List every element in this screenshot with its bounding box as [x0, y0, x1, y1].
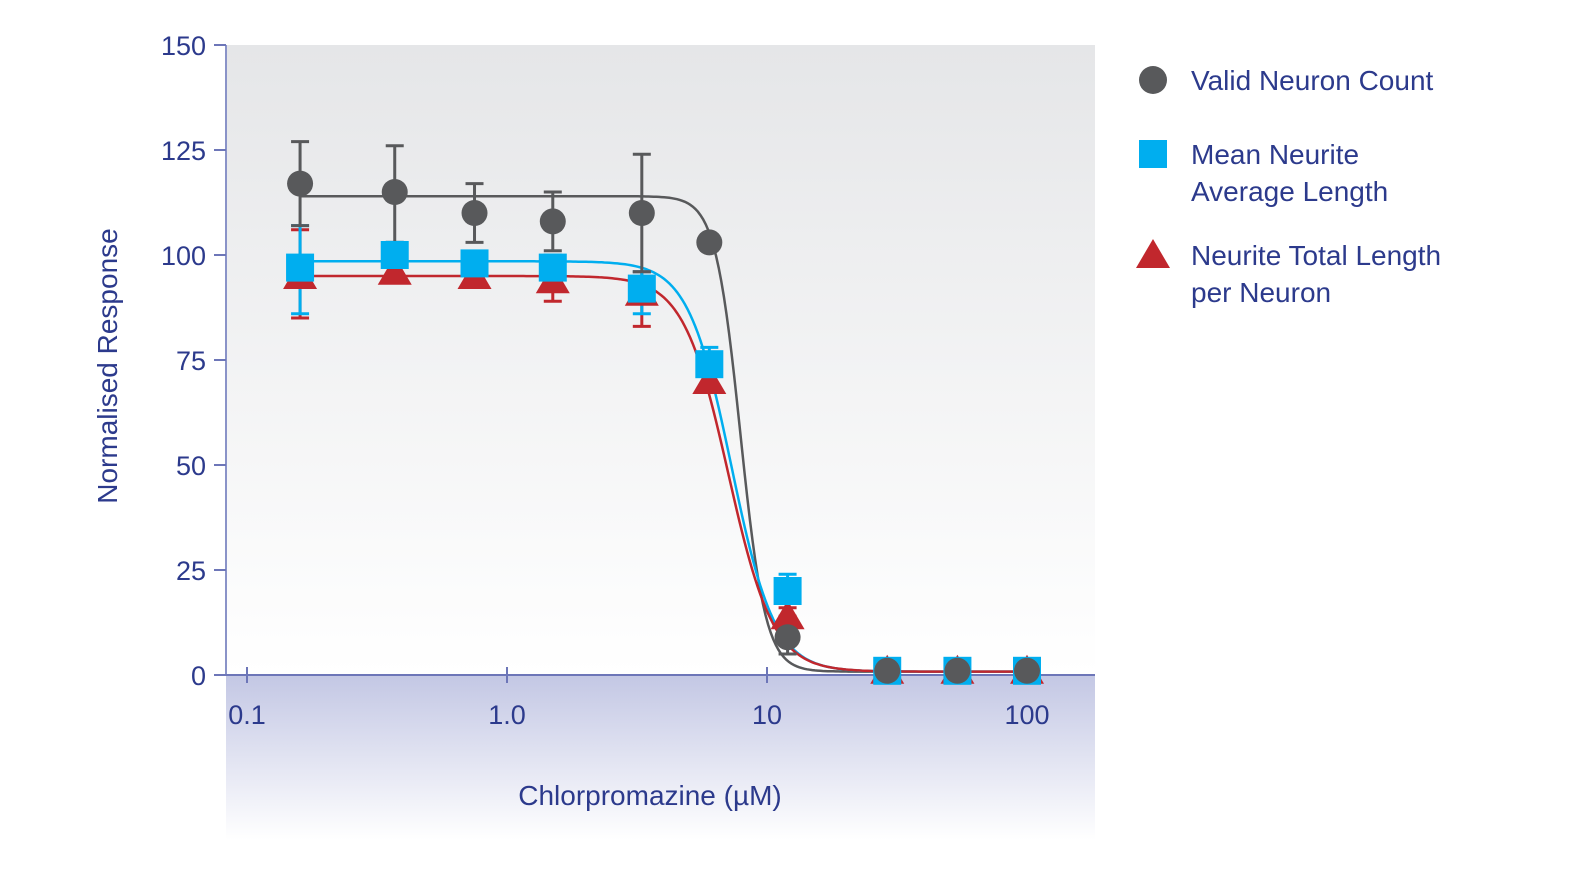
x-tick-label: 10: [752, 700, 782, 730]
data-point-circle: [381, 179, 408, 205]
x-tick-label: 0.1: [228, 700, 266, 730]
x-axis-band: [226, 675, 1095, 840]
data-point-square: [286, 253, 315, 282]
legend-marker-triangle: [1136, 239, 1170, 268]
data-point-square: [627, 274, 656, 303]
legend: Valid Neuron Count Mean Neurite Average Le…: [1136, 65, 1441, 308]
legend-label: Neurite Total Length: [1191, 240, 1441, 271]
data-point-circle: [287, 170, 314, 197]
y-tick-label: 50: [176, 451, 206, 481]
x-tick-label: 100: [1004, 700, 1049, 730]
legend-label: Average Length: [1191, 176, 1388, 207]
legend-label: Valid Neuron Count: [1191, 65, 1434, 96]
y-tick-label: 100: [161, 241, 206, 271]
data-point-triangle: [377, 255, 412, 285]
y-tick-label: 25: [176, 556, 206, 586]
data-point-triangle: [770, 600, 805, 630]
fit-curve-2: [300, 274, 1031, 673]
data-point-square: [695, 350, 724, 379]
data-point-square: [773, 577, 802, 605]
data-point-circle: [539, 208, 566, 235]
y-tick-label: 75: [176, 346, 206, 376]
x-tick-label: 1.0: [488, 700, 526, 730]
data-point-circle: [944, 657, 971, 684]
x-axis-label: Chlorpromazine (µM): [518, 780, 782, 811]
y-axis-label: Normalised Response: [92, 228, 123, 503]
data-point-square: [538, 253, 567, 282]
data-point-triangle: [692, 365, 727, 394]
legend-marker-circle: [1139, 66, 1167, 94]
y-tick-label: 150: [161, 31, 206, 61]
data-point-circle: [774, 624, 801, 651]
plot-background: [226, 45, 1095, 675]
data-point-square: [380, 241, 409, 269]
legend-marker-square: [1139, 140, 1167, 168]
legend-label: Mean Neurite: [1191, 139, 1359, 170]
data-point-circle: [628, 200, 655, 226]
data-point-circle: [461, 200, 488, 226]
data-point-circle: [1014, 657, 1040, 684]
legend-label: per Neuron: [1191, 277, 1331, 308]
data-point-square: [460, 249, 489, 278]
data-point-circle: [874, 657, 901, 684]
y-tick-label: 0: [191, 661, 206, 691]
y-tick-label: 125: [161, 136, 206, 166]
data-point-circle: [696, 229, 723, 256]
